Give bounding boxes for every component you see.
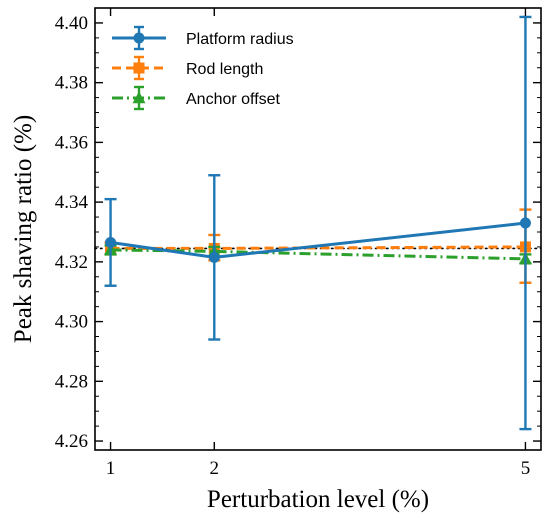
y-tick-label: 4.40: [55, 13, 88, 34]
legend-entry: Platform radius: [112, 25, 294, 51]
y-axis-label: Peak shaving ratio (%): [10, 115, 37, 343]
legend-label: Rod length: [186, 61, 263, 78]
y-tick-label: 4.30: [55, 312, 88, 333]
y-tick-label: 4.38: [55, 73, 88, 94]
y-tick-label: 4.36: [55, 132, 88, 153]
legend-entry: Rod length: [112, 55, 263, 81]
legend-entry: Anchor offset: [112, 85, 281, 111]
y-tick-label: 4.34: [55, 192, 89, 213]
plot-area: [94, 15, 542, 431]
x-tick-label: 5: [521, 458, 531, 479]
legend-marker: [133, 32, 145, 44]
series-platform-radius: [104, 15, 532, 431]
y-tick-label: 4.32: [55, 252, 88, 273]
data-point: [519, 217, 531, 229]
data-point: [105, 236, 117, 248]
x-tick-label: 2: [210, 458, 220, 479]
legend-marker: [133, 62, 145, 74]
y-tick-label: 4.26: [55, 431, 88, 452]
series-line: [110, 221, 526, 259]
data-point: [208, 251, 220, 263]
plot-frame: [94, 7, 542, 451]
legend-marker: [132, 91, 146, 104]
x-tick-label: 1: [106, 458, 116, 479]
legend-label: Platform radius: [186, 31, 294, 48]
x-axis-label: Perturbation level (%): [207, 486, 429, 513]
y-tick-label: 4.28: [55, 371, 88, 392]
legend-label: Anchor offset: [186, 91, 281, 108]
axis-ticks: 4.26 4.28 4.30 4.32 4.34 4.36 4.38 4.40 1 2 5: [55, 7, 541, 479]
legend: Platform radius Rod length Anchor offset: [112, 25, 294, 111]
